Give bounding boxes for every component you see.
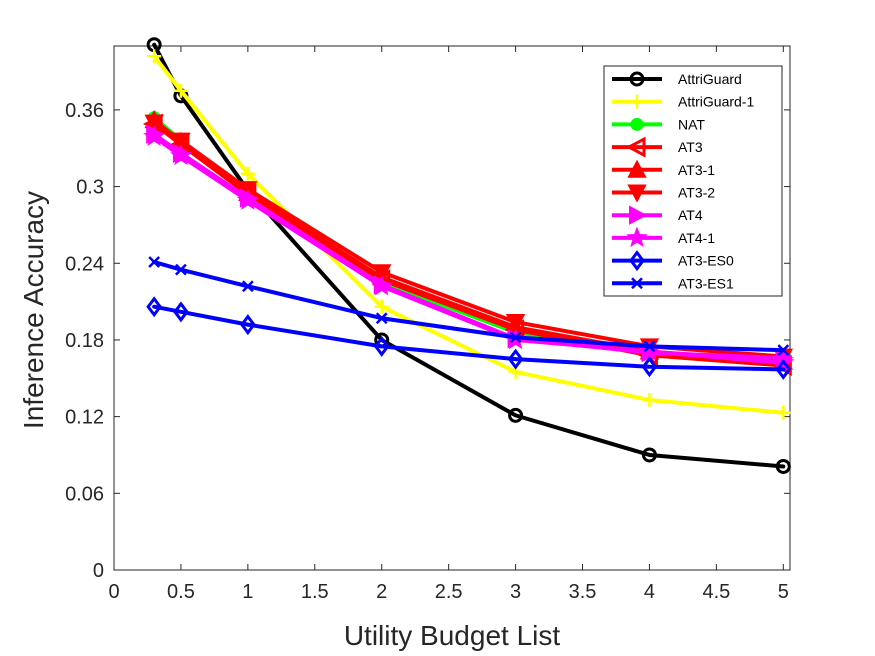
- x-tick-label: 0.5: [167, 581, 195, 603]
- data-point: [370, 274, 393, 296]
- y-tick-label: 0.18: [65, 330, 104, 352]
- y-tick-label: 0.24: [65, 253, 104, 275]
- x-axis-title: Utility Budget List: [344, 620, 561, 651]
- x-tick-label: 3.5: [569, 581, 597, 603]
- legend-label: AttriGuard: [678, 71, 742, 87]
- legend-label: AT3: [678, 139, 703, 155]
- legend-label: NAT: [678, 116, 705, 132]
- legend-marker: [626, 226, 648, 248]
- data-point: [777, 344, 790, 357]
- legend-label: AT4-1: [678, 230, 715, 246]
- y-tick-label: 0.12: [65, 407, 104, 429]
- series-at3-es0: [146, 296, 792, 380]
- legend-label: AT3-ES1: [678, 275, 734, 291]
- data-point: [143, 125, 166, 146]
- legend-entry: AT3-2: [612, 184, 715, 203]
- data-point: [641, 447, 657, 463]
- data-point: [236, 189, 259, 210]
- series-attriguard-1: [147, 49, 791, 420]
- legend-marker: [625, 136, 646, 158]
- legend-label: AttriGuard-1: [678, 94, 754, 110]
- series-line: [152, 304, 786, 372]
- data-point: [641, 356, 658, 378]
- legend-entry: AT3-ES1: [612, 275, 734, 291]
- data-point: [372, 264, 392, 283]
- data-point: [507, 348, 524, 370]
- legend-marker: [629, 205, 648, 225]
- y-tick-label: 0.06: [65, 483, 104, 505]
- legend-marker: [629, 71, 645, 87]
- y-tick-label: 0: [93, 560, 104, 582]
- x-tick-label: 2: [376, 581, 387, 603]
- legend-entry: AT3-ES0: [612, 250, 734, 272]
- legend-entry: AT3: [612, 136, 703, 158]
- legend-marker: [629, 250, 645, 272]
- legend-entry: AttriGuard: [612, 71, 742, 87]
- data-point: [241, 280, 254, 293]
- data-point: [175, 263, 187, 276]
- legend-marker: [631, 277, 643, 290]
- data-point: [374, 299, 389, 314]
- data-point: [240, 166, 255, 181]
- data-point: [775, 358, 792, 380]
- x-tick-label: 4.5: [702, 581, 730, 603]
- x-tick-label: 1: [242, 581, 253, 603]
- legend-label: AT3-ES0: [678, 253, 734, 269]
- y-axis-title: Inference Accuracy: [18, 191, 49, 429]
- data-point: [505, 314, 526, 333]
- data-point: [147, 49, 162, 64]
- x-tick-label: 0: [108, 581, 119, 603]
- data-point: [146, 296, 163, 318]
- legend-marker: [630, 94, 644, 109]
- legend-marker: [627, 184, 647, 203]
- data-point: [509, 331, 522, 344]
- data-point: [508, 407, 524, 423]
- data-point: [642, 393, 657, 408]
- series-at3-es1: [148, 256, 790, 357]
- data-point: [148, 256, 161, 268]
- legend-label: AT3-2: [678, 185, 715, 201]
- data-point: [173, 83, 188, 98]
- y-tick-label: 0.3: [76, 177, 104, 199]
- data-point: [375, 312, 388, 325]
- x-tick-label: 4: [644, 581, 655, 603]
- legend-label: AT3-1: [678, 162, 715, 178]
- legend-entry: AT3-1: [612, 159, 715, 178]
- legend-marker: [630, 117, 644, 131]
- x-tick-label: 1.5: [301, 581, 329, 603]
- data-point: [144, 114, 164, 133]
- y-tick-label: 0.36: [65, 100, 104, 122]
- legend-entry: AttriGuard-1: [612, 94, 754, 110]
- x-tick-label: 5: [778, 581, 789, 603]
- x-axis: 0 0.5 1 1.5 2 2.5 3 3.5 4 4.5 5: [108, 46, 789, 603]
- data-point: [775, 458, 791, 474]
- legend-marker: [627, 159, 647, 178]
- x-tick-label: 2.5: [435, 581, 463, 603]
- data-point: [776, 405, 791, 420]
- data-point: [173, 301, 189, 323]
- data-point: [171, 132, 191, 151]
- series-layer: [142, 37, 795, 474]
- legend-label: AT4: [678, 207, 703, 223]
- y-axis: 0 0.06 0.12 0.18 0.24 0.3 0.36: [65, 100, 790, 582]
- data-point: [170, 144, 192, 166]
- legend: AttriGuard AttriGuard-1 NAT AT3 AT3-1 AT3-2 AT…: [603, 65, 783, 297]
- data-point: [643, 340, 656, 353]
- legend-entry: AT4: [612, 205, 703, 225]
- x-tick-label: 3: [510, 581, 521, 603]
- data-point: [373, 335, 390, 357]
- legend-entry: NAT: [612, 116, 705, 132]
- legend-entry: AT4-1: [612, 226, 715, 248]
- data-point: [239, 314, 256, 336]
